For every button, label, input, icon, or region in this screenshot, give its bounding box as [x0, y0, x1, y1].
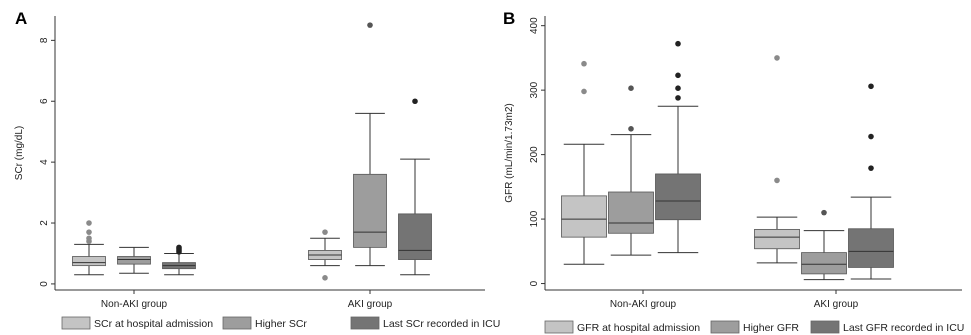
panel-label: B	[503, 9, 515, 28]
x-tick-label: AKI group	[348, 299, 393, 310]
y-tick-label: 200	[529, 146, 540, 163]
x-tick-label: Non-AKI group	[101, 299, 168, 310]
box-b-s0-g0	[561, 60, 607, 265]
outlier-point	[675, 72, 681, 79]
y-tick-label: 0	[39, 281, 50, 287]
outlier-point	[86, 235, 92, 242]
panel-b: B 0 100 200 300 400 GFR (mL/min/1.73m2) Non-AKI…	[503, 9, 964, 334]
y-axis-label: SCr (mg/dL)	[14, 126, 25, 180]
box-b-s2-g0	[655, 40, 701, 254]
legend-label: Last SCr recorded in ICU	[383, 318, 500, 330]
y-tick-label: 0	[529, 280, 540, 286]
outlier-point	[581, 60, 587, 67]
box-a-s0-g0	[72, 220, 106, 276]
box-b-s1-g0	[608, 85, 654, 256]
outlier-point	[628, 85, 634, 92]
legend-label: GFR at hospital admission	[577, 322, 700, 334]
outlier-point	[868, 133, 874, 140]
y-axis-label: GFR (mL/min/1.73m2)	[504, 103, 515, 202]
box-a-s0-g1	[308, 229, 342, 281]
y-tick-label: 6	[39, 98, 50, 104]
legend-label: Higher SCr	[255, 318, 307, 330]
legend-label: Higher GFR	[743, 322, 799, 334]
outlier-point	[412, 98, 418, 105]
outlier-point	[628, 126, 634, 132]
outlier-point	[86, 229, 92, 235]
box-b-s2-g1	[848, 83, 894, 280]
iqr-box	[655, 173, 701, 221]
legend-swatch	[350, 316, 380, 330]
legend-label: Last GFR recorded in ICU	[843, 322, 964, 334]
iqr-box	[848, 228, 894, 268]
outlier-point	[774, 177, 780, 184]
box-a-s2-g1	[398, 98, 432, 276]
legend-swatch	[544, 320, 574, 334]
y-tick-label: 300	[529, 81, 540, 98]
iqr-box	[801, 252, 847, 275]
y-tick-label: 4	[39, 159, 50, 165]
outlier-point	[821, 209, 827, 216]
iqr-box	[72, 256, 106, 267]
x-tick-label: Non-AKI group	[610, 299, 677, 310]
outlier-point	[675, 95, 681, 101]
box-a-s2-g0	[162, 244, 196, 276]
outlier-point	[581, 88, 587, 95]
outlier-point	[868, 83, 874, 90]
outlier-point	[322, 275, 328, 281]
outlier-point	[176, 244, 182, 251]
iqr-box	[561, 195, 607, 238]
panel-label: A	[15, 9, 27, 28]
outlier-point	[774, 55, 780, 61]
box-a-s1-g1	[353, 22, 387, 267]
y-tick-label: 100	[529, 210, 540, 227]
iqr-box	[117, 256, 151, 265]
legend-swatch	[710, 320, 740, 334]
outlier-point	[675, 85, 681, 92]
y-tick-label: 400	[529, 17, 540, 34]
legend-swatch	[61, 316, 91, 330]
box-b-s0-g1	[754, 55, 800, 264]
panel-a: A 0 2 4 6 8 SCr (mg/dL) Non-AKI group AKI group S…	[14, 9, 500, 330]
iqr-box	[398, 213, 432, 260]
outlier-point	[86, 220, 92, 226]
outlier-point	[675, 40, 681, 47]
legend-swatch	[222, 316, 252, 330]
outlier-point	[367, 22, 373, 28]
legend-label: SCr at hospital admission	[94, 318, 213, 330]
outlier-point	[868, 165, 874, 171]
legend-swatch	[810, 320, 840, 334]
iqr-box	[754, 228, 800, 250]
outlier-point	[322, 229, 328, 235]
box-a-s1-g0	[117, 246, 151, 274]
y-tick-label: 2	[39, 220, 50, 226]
x-tick-label: AKI group	[814, 299, 859, 310]
iqr-box	[608, 191, 654, 234]
y-tick-label: 8	[39, 37, 50, 43]
box-b-s1-g1	[801, 209, 847, 281]
iqr-box	[353, 173, 387, 248]
